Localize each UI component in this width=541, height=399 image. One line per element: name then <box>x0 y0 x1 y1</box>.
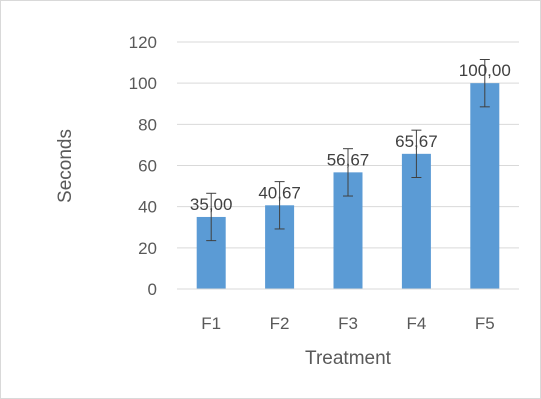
y-axis-ticks: 0 20 40 60 80 100 120 <box>129 33 157 299</box>
y-tick-label: 100 <box>129 74 157 93</box>
y-tick-label: 40 <box>138 198 157 217</box>
y-tick-label: 60 <box>138 157 157 176</box>
bar-f5 <box>470 83 500 290</box>
y-tick-label: 120 <box>129 33 157 52</box>
y-tick-label: 80 <box>138 115 157 134</box>
x-tick-label: F2 <box>270 314 290 333</box>
x-tick-label: F1 <box>201 314 221 333</box>
error-bars <box>206 58 490 242</box>
x-axis-ticks: F1 F2 F3 F4 F5 <box>201 314 494 333</box>
y-tick-label: 20 <box>138 239 157 258</box>
y-tick-label: 0 <box>148 280 157 299</box>
data-label-f5: 100,00 <box>459 61 511 80</box>
data-label-f2: 40,67 <box>258 183 301 202</box>
data-label-f1: 35,00 <box>190 195 233 214</box>
grid-lines <box>177 41 519 249</box>
y-axis-title: Seconds <box>55 129 76 203</box>
data-labels: 35,00 40,67 56,67 65,67 100,00 <box>190 61 511 214</box>
x-tick-label: F3 <box>338 314 358 333</box>
data-label-f4: 65,67 <box>395 132 438 151</box>
x-axis-title: Treatment <box>305 348 392 369</box>
x-tick-label: F5 <box>475 314 495 333</box>
x-tick-label: F4 <box>406 314 426 333</box>
data-label-f3: 56,67 <box>327 150 370 169</box>
